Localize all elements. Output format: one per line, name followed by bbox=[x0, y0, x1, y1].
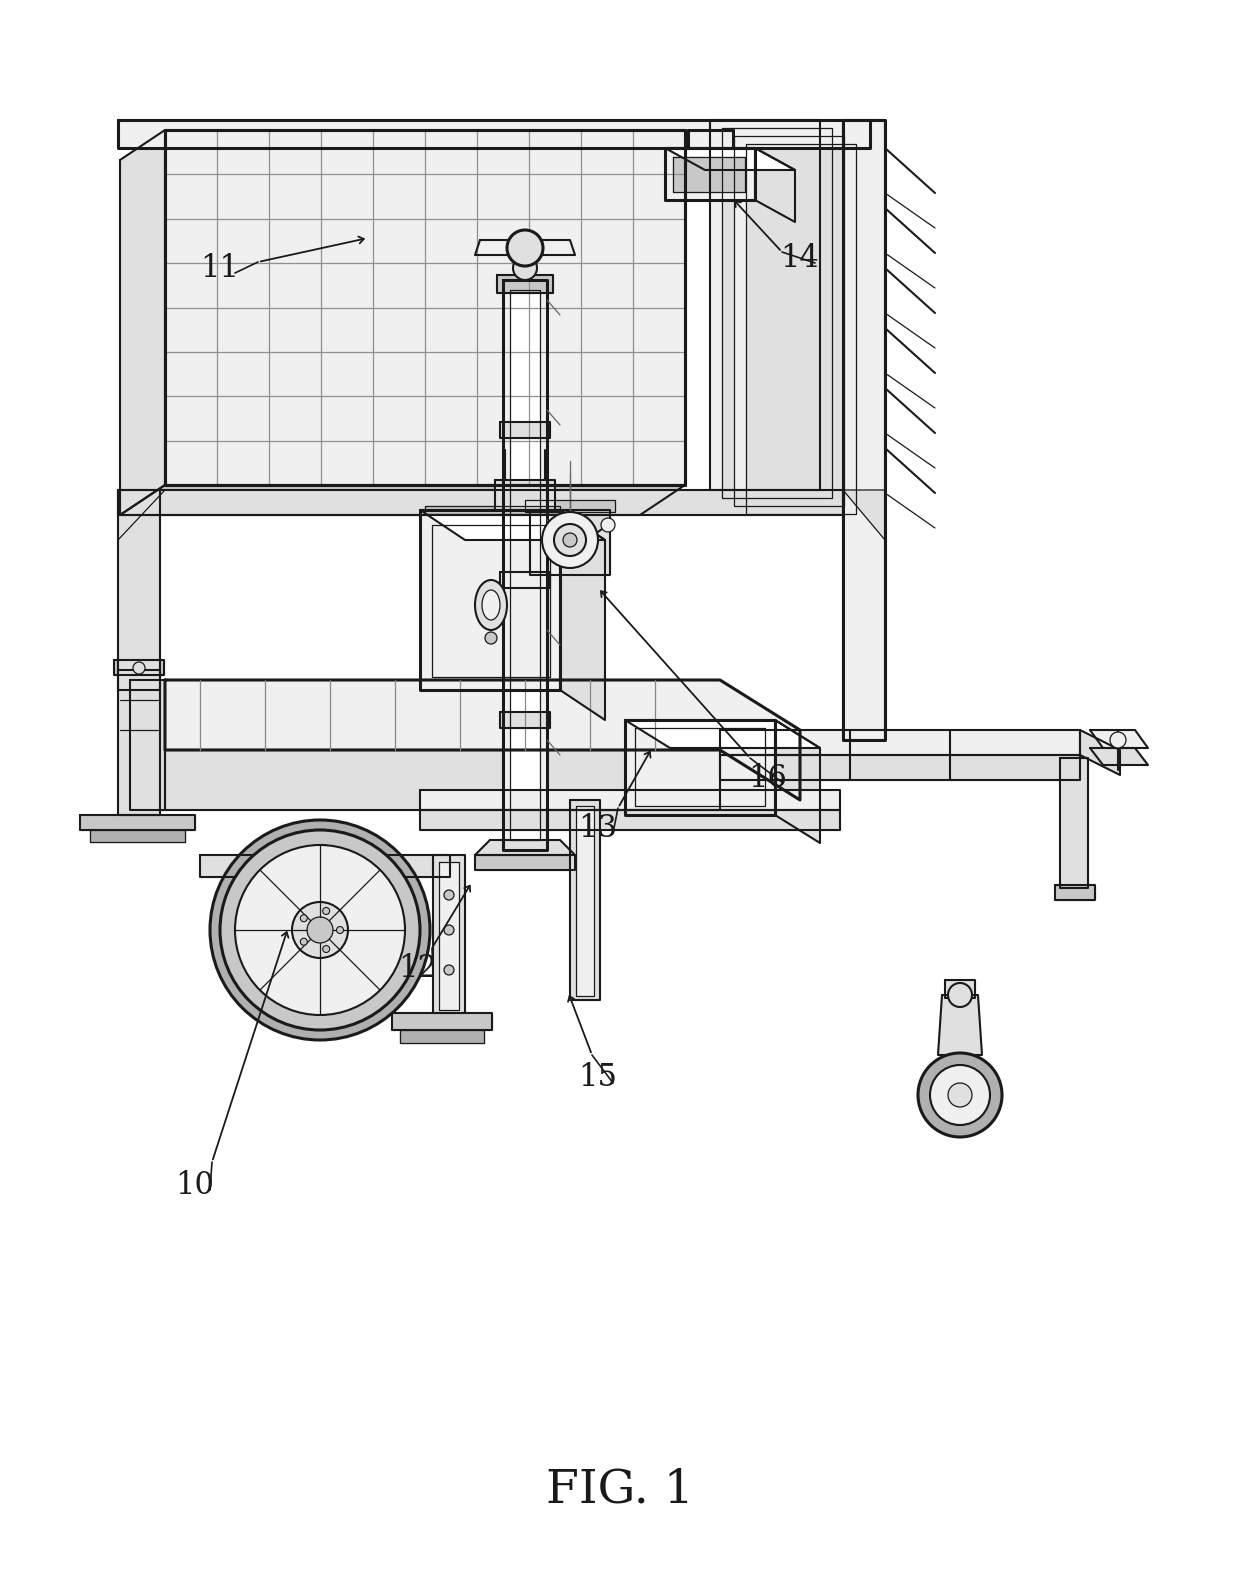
Polygon shape bbox=[425, 506, 560, 514]
Polygon shape bbox=[665, 148, 755, 200]
Polygon shape bbox=[81, 816, 195, 830]
Circle shape bbox=[236, 844, 405, 1014]
Polygon shape bbox=[720, 730, 1080, 755]
Circle shape bbox=[563, 533, 577, 547]
Polygon shape bbox=[91, 830, 185, 843]
Polygon shape bbox=[560, 510, 605, 720]
Circle shape bbox=[949, 983, 972, 1006]
Polygon shape bbox=[165, 130, 684, 485]
Polygon shape bbox=[420, 809, 839, 830]
Polygon shape bbox=[722, 129, 832, 498]
Polygon shape bbox=[1060, 758, 1087, 887]
Polygon shape bbox=[500, 421, 551, 437]
Circle shape bbox=[444, 890, 454, 900]
Circle shape bbox=[930, 1065, 990, 1126]
Circle shape bbox=[322, 908, 330, 914]
Polygon shape bbox=[200, 855, 450, 878]
Polygon shape bbox=[439, 862, 459, 1010]
Text: 15: 15 bbox=[579, 1062, 618, 1094]
Polygon shape bbox=[665, 148, 795, 170]
Polygon shape bbox=[120, 130, 165, 515]
Polygon shape bbox=[401, 1030, 484, 1043]
Ellipse shape bbox=[475, 580, 507, 630]
Polygon shape bbox=[500, 572, 551, 588]
Polygon shape bbox=[525, 499, 615, 512]
Text: 13: 13 bbox=[579, 812, 618, 844]
Polygon shape bbox=[114, 660, 164, 676]
Polygon shape bbox=[625, 720, 820, 747]
Circle shape bbox=[918, 1053, 1002, 1137]
Polygon shape bbox=[420, 790, 839, 809]
Polygon shape bbox=[755, 148, 795, 223]
Polygon shape bbox=[1080, 730, 1120, 774]
Polygon shape bbox=[420, 510, 560, 690]
Polygon shape bbox=[130, 681, 165, 809]
Polygon shape bbox=[433, 855, 465, 1013]
Text: 10: 10 bbox=[176, 1170, 215, 1200]
Ellipse shape bbox=[482, 590, 500, 620]
Polygon shape bbox=[734, 137, 844, 506]
Polygon shape bbox=[570, 800, 600, 1000]
Text: 16: 16 bbox=[749, 763, 787, 793]
Polygon shape bbox=[843, 490, 885, 541]
Polygon shape bbox=[503, 280, 547, 851]
Polygon shape bbox=[775, 720, 820, 843]
Polygon shape bbox=[497, 275, 553, 293]
Circle shape bbox=[1110, 731, 1126, 747]
Circle shape bbox=[300, 938, 308, 946]
Polygon shape bbox=[577, 806, 594, 995]
Polygon shape bbox=[118, 490, 165, 541]
Circle shape bbox=[601, 518, 615, 533]
Polygon shape bbox=[673, 157, 745, 192]
Polygon shape bbox=[500, 712, 551, 728]
Polygon shape bbox=[165, 681, 800, 800]
Circle shape bbox=[336, 927, 343, 933]
Polygon shape bbox=[118, 669, 160, 816]
Circle shape bbox=[507, 231, 543, 266]
Polygon shape bbox=[529, 510, 610, 576]
Circle shape bbox=[444, 965, 454, 975]
Polygon shape bbox=[165, 750, 720, 809]
Polygon shape bbox=[475, 240, 575, 254]
Polygon shape bbox=[420, 510, 605, 541]
Circle shape bbox=[308, 917, 334, 943]
Text: 14: 14 bbox=[781, 243, 820, 273]
Polygon shape bbox=[843, 119, 885, 739]
Circle shape bbox=[554, 525, 587, 556]
Circle shape bbox=[291, 902, 348, 959]
Circle shape bbox=[542, 512, 598, 568]
Polygon shape bbox=[746, 145, 856, 514]
Circle shape bbox=[210, 820, 430, 1040]
Circle shape bbox=[133, 661, 145, 674]
Polygon shape bbox=[495, 480, 556, 510]
Circle shape bbox=[444, 925, 454, 935]
Text: FIG. 1: FIG. 1 bbox=[546, 1468, 694, 1512]
Polygon shape bbox=[475, 840, 575, 855]
Polygon shape bbox=[625, 720, 775, 816]
Polygon shape bbox=[120, 485, 684, 515]
Polygon shape bbox=[510, 289, 539, 840]
Polygon shape bbox=[118, 490, 843, 515]
Polygon shape bbox=[1090, 747, 1148, 765]
Polygon shape bbox=[475, 855, 575, 870]
Circle shape bbox=[513, 256, 537, 280]
Text: 11: 11 bbox=[201, 253, 239, 283]
Polygon shape bbox=[711, 119, 820, 490]
Polygon shape bbox=[118, 119, 870, 148]
Polygon shape bbox=[937, 995, 982, 1056]
Circle shape bbox=[485, 631, 497, 644]
Circle shape bbox=[300, 914, 308, 922]
Circle shape bbox=[949, 1083, 972, 1107]
Polygon shape bbox=[1055, 886, 1095, 900]
Circle shape bbox=[322, 946, 330, 952]
Polygon shape bbox=[118, 490, 160, 690]
Polygon shape bbox=[843, 119, 885, 739]
Circle shape bbox=[219, 830, 420, 1030]
Polygon shape bbox=[945, 979, 975, 999]
Polygon shape bbox=[1090, 730, 1148, 747]
Polygon shape bbox=[392, 1013, 492, 1030]
Polygon shape bbox=[720, 755, 1080, 781]
Text: 12: 12 bbox=[398, 952, 438, 984]
